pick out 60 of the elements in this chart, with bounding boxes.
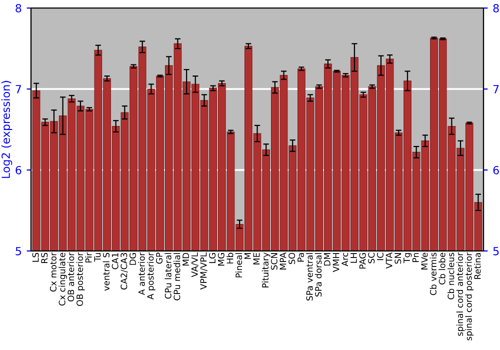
x-tick-label: M [244,253,251,259]
y-tick-label: 5 [16,247,21,256]
x-tick-label: PAG [359,253,366,269]
x-tick-label: Cx cingulate [58,252,67,306]
x-tick-label: CPu medial [174,253,180,300]
x-tick-label: A anterior [138,252,145,296]
x-tick-label: LS [32,252,39,262]
x-tick-label: SO [288,252,296,264]
y-tick-label: 7 [16,85,22,94]
x-tick-label: MVe [421,252,428,270]
x-tick-label: OB posterior [76,252,85,306]
x-tick-label: Cb lobe [438,252,446,284]
x-tick-label: Pituitary [262,252,270,288]
x-tick-label: SPa dorsal [314,253,322,296]
x-tick-label: LG [209,253,216,263]
x-tick-label: A posterior [147,252,156,300]
x-tick-label: ME [253,252,260,264]
x-tick-label: spinal cord posterior [465,252,474,340]
x-tick-label: DM [324,253,330,266]
x-tick-label: MD [182,252,189,266]
x-tick-label: VMH [332,253,340,272]
y2-tick-label: 6 [493,166,499,174]
x-tick-label: Tu [94,253,101,262]
x-tick-label: ventral S [102,252,110,291]
x-tick-label: CA2/CA3 [120,253,128,290]
x-tick-label: Hb [226,252,234,264]
x-tick-label: Pa [298,253,304,262]
y-axis-title: Log2 (expression) [1,80,12,178]
x-tick-label: Pir [85,252,92,262]
x-tick-label: DG [130,253,136,265]
x-tick-label: Cb vermis [430,252,437,296]
x-tick-label: SCN [270,253,278,270]
x-tick-label: Arc [342,252,348,266]
x-tick-label: spinal cord anterior [456,252,465,336]
x-tick-label: LH [350,253,357,263]
x-tick-label: SN [394,253,402,264]
x-tick-label: CA1 [112,253,118,270]
y-tick-label: 8 [16,4,22,12]
x-tick-label: VPM/VPL [200,252,208,290]
x-tick-label: MPA [280,252,286,270]
x-tick-label: Pn [412,253,419,262]
x-tick-label: VTA [386,252,392,269]
x-tick-label: GP [156,252,163,264]
x-tick-label: Tg [404,253,412,264]
x-tick-label: Cb nucleus [448,252,454,300]
x-tick-label: SPa ventral [306,253,313,300]
x-tick-label: CPu lateral [164,253,172,299]
y-tick-label: 6 [16,166,22,174]
y2-tick-label: 7 [493,85,499,94]
x-tick-label: SC [368,252,375,264]
x-tick-label: VA/VL [191,252,199,278]
x-tick-label: Retina [474,253,481,279]
x-tick-label: OB anterior [67,252,74,302]
x-tick-label: Pineal [235,253,242,278]
y2-tick-label: 5 [493,247,499,256]
x-tick-label: IC [376,252,384,260]
x-tick-label: Cx motor [50,252,56,292]
x-tick-label: RS [41,252,48,263]
y2-tick-label: 8 [493,4,499,12]
x-tick-label: MG [218,253,224,266]
